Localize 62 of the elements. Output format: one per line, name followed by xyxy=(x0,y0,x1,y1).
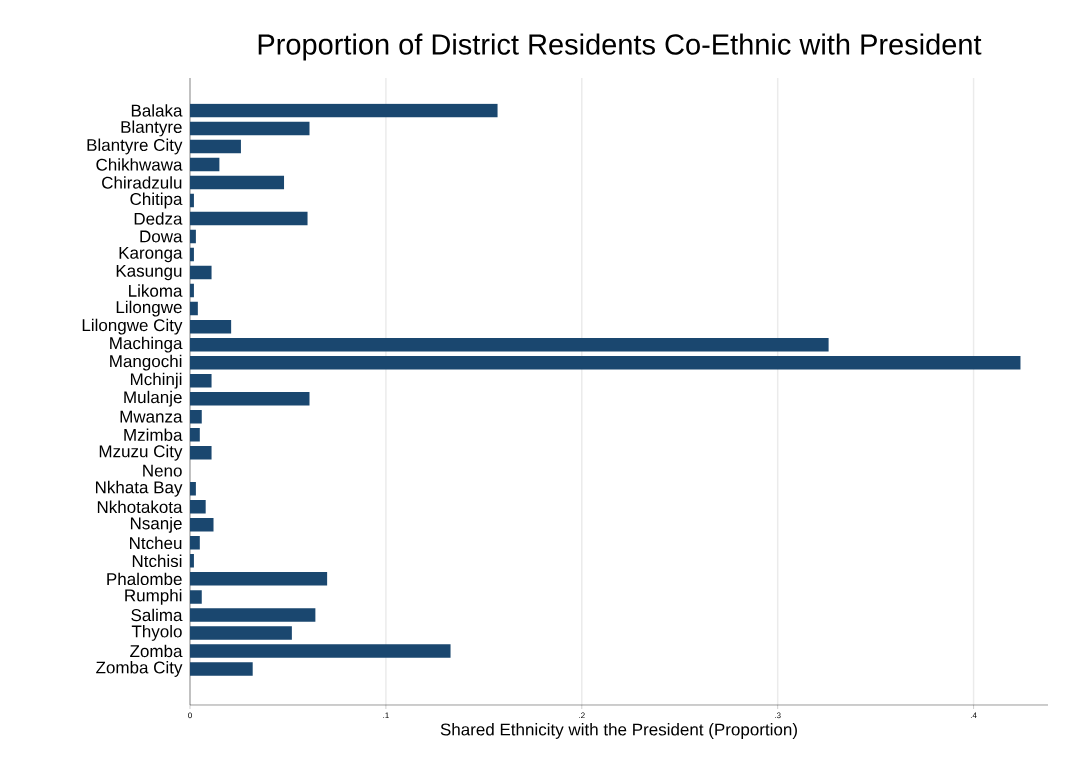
bar xyxy=(190,626,292,640)
bar xyxy=(190,355,1021,370)
y-tick-label: Nsanje xyxy=(130,516,182,533)
y-tick-label: Lilongwe xyxy=(116,300,182,317)
bar xyxy=(190,175,285,190)
y-tick-label: Machinga xyxy=(110,336,183,353)
y-tick-label: Ntcheu xyxy=(130,536,182,550)
y-tick-label: Thyolo xyxy=(131,625,182,641)
bar xyxy=(190,446,212,460)
bar xyxy=(190,608,316,622)
bar xyxy=(190,319,232,334)
bar xyxy=(190,391,310,406)
y-tick-label: Karonga xyxy=(119,246,183,263)
y-tick-label: Mwanza xyxy=(120,410,183,423)
y-tick-label: Mulanje xyxy=(124,390,182,407)
bar xyxy=(190,590,202,604)
y-tick-label: Mzimba xyxy=(124,428,183,441)
y-tick-label: Nkhata Bay xyxy=(95,480,183,497)
y-tick-label: Mchinji xyxy=(130,372,182,389)
bar xyxy=(190,211,308,226)
y-tick-label: Neno xyxy=(143,464,182,477)
bar xyxy=(190,662,253,676)
y-tick-label: Chiradzulu xyxy=(102,176,182,189)
y-tick-label: Chikhwawa xyxy=(96,158,183,171)
y-tick-label: Phalombe xyxy=(107,572,182,586)
x-tick-label: .1 xyxy=(383,712,389,719)
bar xyxy=(190,157,220,172)
bar xyxy=(190,139,241,154)
x-tick-label: 0 xyxy=(188,712,192,719)
y-tick-label: Nkhotakota xyxy=(97,500,183,514)
y-tick-label: Chitipa xyxy=(130,192,183,209)
chart-title: Proportion of District Residents Co-Ethnic with President xyxy=(258,33,982,61)
y-tick-label: Salima xyxy=(131,608,183,622)
bar xyxy=(190,409,202,424)
bar xyxy=(190,536,200,550)
bar xyxy=(190,265,212,280)
y-tick-label: Lilongwe City xyxy=(82,318,183,335)
y-tick-label: Ntchisi xyxy=(132,554,182,568)
y-tick-label: Balaka xyxy=(131,104,183,117)
bar xyxy=(190,500,206,514)
y-tick-label: Dowa xyxy=(140,230,183,243)
y-tick-label: Blantyre City xyxy=(87,138,183,155)
x-tick-label: .4 xyxy=(970,712,977,719)
y-tick-label: Dedza xyxy=(134,212,183,225)
y-tick-label: Mzuzu City xyxy=(99,444,183,461)
y-tick-label: Zomba xyxy=(130,644,183,658)
y-tick-label: Blantyre xyxy=(121,120,182,137)
bar xyxy=(190,103,498,118)
y-tick-label: Kasungu xyxy=(116,264,182,281)
bar xyxy=(190,373,212,388)
bar xyxy=(190,518,214,532)
bar xyxy=(190,644,451,658)
x-axis-title: Shared Ethnicity with the President (Proportion) xyxy=(440,723,797,739)
x-tick-label: .3 xyxy=(775,712,781,719)
y-tick-label: Rumphi xyxy=(125,588,182,605)
y-tick-label: Mangochi xyxy=(110,354,182,371)
bar xyxy=(190,121,310,136)
y-tick-label: Likoma xyxy=(129,284,183,297)
bar xyxy=(190,572,328,586)
y-tick-label: Zomba City xyxy=(96,661,183,677)
x-tick-label: .2 xyxy=(579,712,585,719)
bar xyxy=(190,337,829,352)
